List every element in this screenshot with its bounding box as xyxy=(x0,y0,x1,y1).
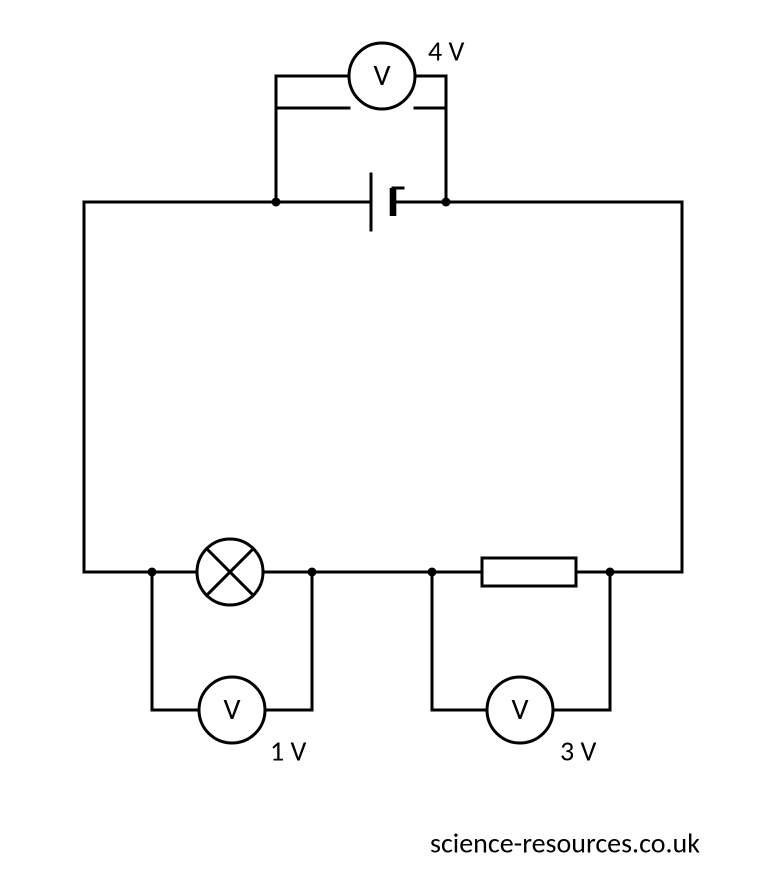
node-top-left xyxy=(272,198,281,207)
voltmeter-top-reading: 4 V xyxy=(428,34,465,69)
node-lamp-left xyxy=(148,568,157,577)
circuit-diagram: V 4 V V 1 V V 3 V science-resources.co.uk xyxy=(0,0,766,879)
voltmeter-letter: V xyxy=(511,691,528,728)
voltmeter-left-reading: 1 V xyxy=(270,734,307,769)
node-res-right xyxy=(606,568,615,577)
node-lamp-right xyxy=(308,568,317,577)
voltmeter-letter: V xyxy=(223,691,240,728)
node-res-left xyxy=(428,568,437,577)
voltmeter-letter: V xyxy=(373,57,390,94)
canvas-bg xyxy=(0,0,766,879)
voltmeter-right-reading: 3 V xyxy=(560,734,597,769)
attribution: science-resources.co.uk xyxy=(430,826,700,861)
node-top-right xyxy=(442,198,451,207)
